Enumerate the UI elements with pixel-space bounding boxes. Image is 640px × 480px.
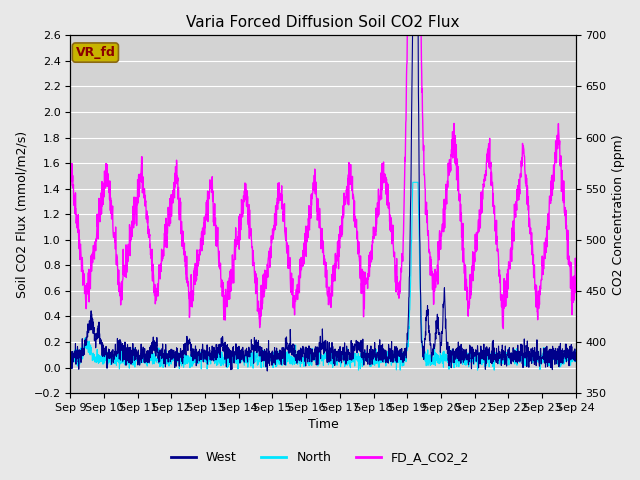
North (572, 348, 579, 354)
West (92, 330, 100, 336)
FD_A_CO2_2 (557, 171, 565, 177)
West (557, 352, 565, 358)
North (557, 361, 565, 367)
West (299, 343, 307, 349)
West (312, 362, 320, 368)
FD_A_CO2_2 (572, 264, 579, 269)
North (67, 360, 74, 366)
Y-axis label: Soil CO2 Flux (mmol/m2/s): Soil CO2 Flux (mmol/m2/s) (15, 131, 28, 298)
FD_A_CO2_2 (312, 179, 320, 185)
FD_A_CO2_2 (67, 179, 74, 185)
West (465, 355, 472, 361)
Title: Varia Forced Diffusion Soil CO2 Flux: Varia Forced Diffusion Soil CO2 Flux (186, 15, 460, 30)
Legend: West, North, FD_A_CO2_2: West, North, FD_A_CO2_2 (166, 446, 474, 469)
West (67, 356, 74, 362)
FD_A_CO2_2 (299, 256, 307, 262)
North (299, 356, 307, 361)
West (557, 360, 565, 366)
North (409, 180, 417, 185)
Line: North: North (70, 182, 575, 370)
X-axis label: Time: Time (308, 419, 339, 432)
FD_A_CO2_2 (404, 22, 412, 28)
Line: West: West (70, 29, 575, 371)
West (264, 368, 271, 374)
North (312, 348, 320, 354)
North (557, 354, 565, 360)
Y-axis label: CO2 Concentration (ppm): CO2 Concentration (ppm) (612, 134, 625, 295)
FD_A_CO2_2 (557, 189, 565, 194)
West (572, 358, 579, 364)
North (465, 364, 472, 370)
FD_A_CO2_2 (92, 236, 100, 241)
FD_A_CO2_2 (465, 299, 472, 304)
FD_A_CO2_2 (499, 326, 507, 332)
North (355, 367, 362, 373)
Line: FD_A_CO2_2: FD_A_CO2_2 (70, 25, 575, 329)
West (409, 26, 417, 32)
Text: VR_fd: VR_fd (76, 46, 115, 59)
North (92, 360, 100, 365)
